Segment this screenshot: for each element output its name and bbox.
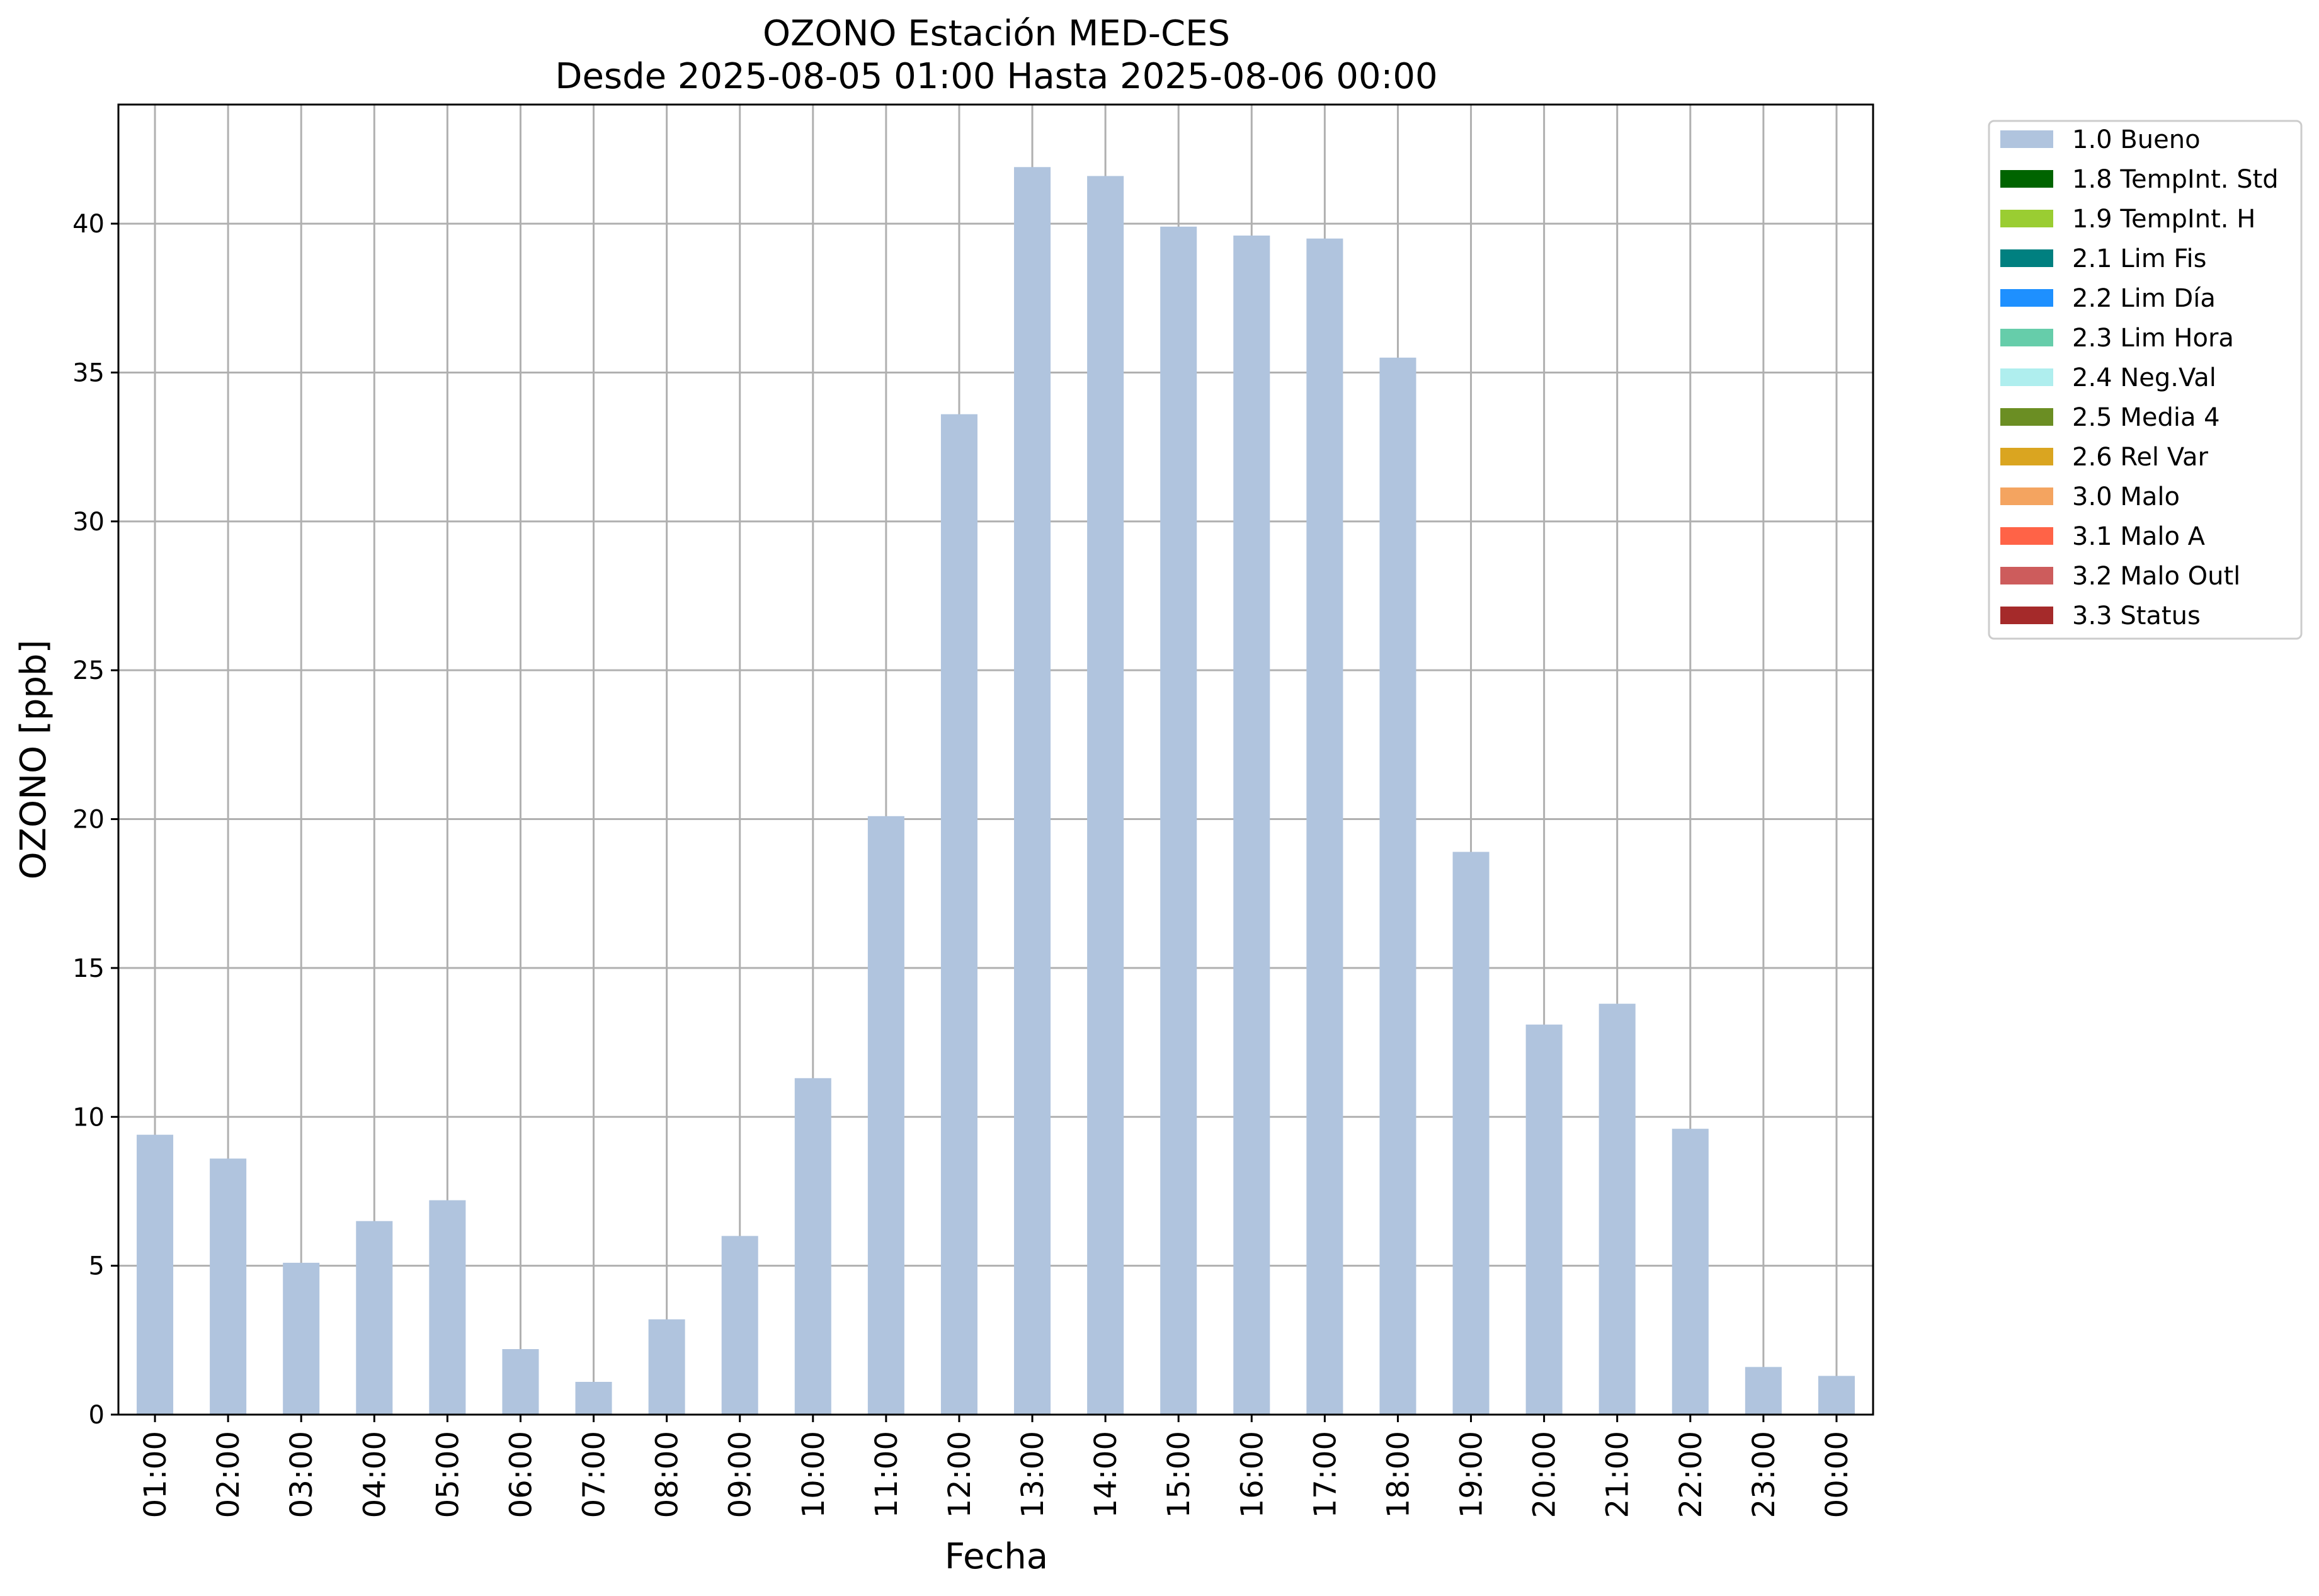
- x-tick-label: 00:00: [1820, 1431, 1855, 1518]
- bar: [575, 1382, 612, 1415]
- legend-swatch: [2000, 329, 2053, 346]
- x-tick-label: 03:00: [284, 1431, 319, 1518]
- legend-swatch: [2000, 368, 2053, 386]
- x-tick-label: 06:00: [503, 1431, 538, 1518]
- x-tick-label: 14:00: [1088, 1431, 1124, 1518]
- legend-swatch: [2000, 130, 2053, 148]
- x-tick-label: 19:00: [1454, 1431, 1490, 1518]
- x-tick-label: 12:00: [942, 1431, 977, 1518]
- x-tick-label: 15:00: [1161, 1431, 1197, 1518]
- legend-swatch: [2000, 408, 2053, 426]
- x-tick-label: 05:00: [430, 1431, 465, 1518]
- x-tick-label: 22:00: [1673, 1431, 1709, 1518]
- legend-label: 2.2 Lim Día: [2072, 284, 2216, 313]
- bar: [867, 816, 904, 1415]
- x-tick-label: 08:00: [650, 1431, 685, 1518]
- bar: [794, 1078, 831, 1415]
- legend-swatch: [2000, 567, 2053, 584]
- x-tick-label: 16:00: [1234, 1431, 1270, 1518]
- x-axis-ticks: 01:00 02:00 03:00 04:00 05:00 06:00 07:00 08:00…: [138, 1415, 1855, 1518]
- x-tick-label: 10:00: [796, 1431, 831, 1518]
- chart-subtitle: Desde 2025-08-05 01:00 Hasta 2025-08-06 …: [555, 56, 1437, 97]
- chart-title: OZONO Estación MED-CES: [763, 13, 1230, 54]
- x-tick-label: 17:00: [1308, 1431, 1343, 1518]
- x-tick-label: 01:00: [138, 1431, 173, 1518]
- bar-series: [137, 167, 1855, 1415]
- x-tick-label: 13:00: [1015, 1431, 1051, 1518]
- bar: [429, 1200, 466, 1415]
- legend-label: 3.3 Status: [2072, 601, 2201, 630]
- bar: [1818, 1376, 1855, 1415]
- bar: [648, 1319, 685, 1415]
- bar: [1598, 1003, 1636, 1415]
- legend-label: 2.5 Media 4: [2072, 403, 2220, 432]
- legend-label: 2.6 Rel Var: [2072, 443, 2209, 472]
- y-tick-label: 20: [72, 806, 105, 835]
- x-tick-label: 09:00: [723, 1431, 758, 1518]
- y-tick-label: 5: [89, 1252, 105, 1281]
- legend-swatch: [2000, 289, 2053, 307]
- y-axis-ticks: 0 5 10 15 20 25 30 35 40: [72, 210, 118, 1430]
- x-axis-label: Fecha: [945, 1536, 1048, 1577]
- bar: [721, 1236, 758, 1415]
- legend-label: 1.0 Bueno: [2072, 125, 2201, 154]
- bar: [940, 414, 977, 1415]
- legend-swatch: [2000, 487, 2053, 505]
- bar: [1233, 236, 1270, 1415]
- x-tick-label: 07:00: [577, 1431, 612, 1518]
- legend-frame: [1988, 120, 2303, 640]
- legend-swatch: [2000, 448, 2053, 465]
- legend-swatch: [2000, 170, 2053, 188]
- bar: [1672, 1129, 1709, 1415]
- legend-swatch: [2000, 527, 2053, 545]
- legend-label: 1.8 TempInt. Std: [2072, 165, 2279, 194]
- bar: [502, 1349, 539, 1415]
- legend-label: 1.9 TempInt. H: [2072, 205, 2255, 234]
- y-tick-label: 15: [72, 954, 105, 983]
- x-tick-label: 20:00: [1527, 1431, 1563, 1518]
- x-tick-label: 04:00: [357, 1431, 392, 1518]
- bar: [356, 1221, 393, 1415]
- legend-swatch: [2000, 607, 2053, 624]
- bar: [137, 1134, 174, 1415]
- legend: 1.0 Bueno 1.8 TempInt. Std 1.9 TempInt. H 2…: [1988, 120, 2303, 640]
- plot-frame: [117, 103, 1874, 1416]
- legend-label: 2.4 Neg.Val: [2072, 363, 2216, 392]
- y-tick-label: 30: [72, 508, 105, 537]
- y-tick-label: 10: [72, 1103, 105, 1132]
- x-tick-label: 23:00: [1746, 1431, 1782, 1518]
- legend-label: 2.3 Lim Hora: [2072, 324, 2234, 353]
- y-tick-label: 0: [89, 1401, 105, 1430]
- x-tick-label: 21:00: [1600, 1431, 1636, 1518]
- bar: [1306, 238, 1343, 1415]
- x-tick-label: 02:00: [211, 1431, 246, 1518]
- bar: [1525, 1024, 1563, 1415]
- bar: [1087, 176, 1124, 1415]
- bar: [1014, 167, 1051, 1415]
- y-tick-label: 35: [72, 358, 105, 387]
- legend-swatch: [2000, 249, 2053, 267]
- legend-label: 3.2 Malo Outl: [2072, 562, 2240, 591]
- legend-label: 3.1 Malo A: [2072, 522, 2206, 551]
- bar: [1160, 226, 1197, 1415]
- bar: [1379, 357, 1416, 1415]
- legend-label: 3.0 Malo: [2072, 482, 2180, 511]
- y-tick-label: 40: [72, 210, 105, 239]
- bar: [1452, 852, 1490, 1415]
- bar: [283, 1262, 320, 1415]
- y-tick-label: 25: [72, 656, 105, 685]
- x-tick-label: 11:00: [869, 1431, 904, 1518]
- y-axis-label: OZONO [ppb]: [13, 640, 54, 880]
- x-tick-label: 18:00: [1381, 1431, 1416, 1518]
- legend-swatch: [2000, 210, 2053, 227]
- bar: [1745, 1367, 1782, 1415]
- legend-label: 2.1 Lim Fis: [2072, 244, 2206, 273]
- bar: [210, 1158, 247, 1415]
